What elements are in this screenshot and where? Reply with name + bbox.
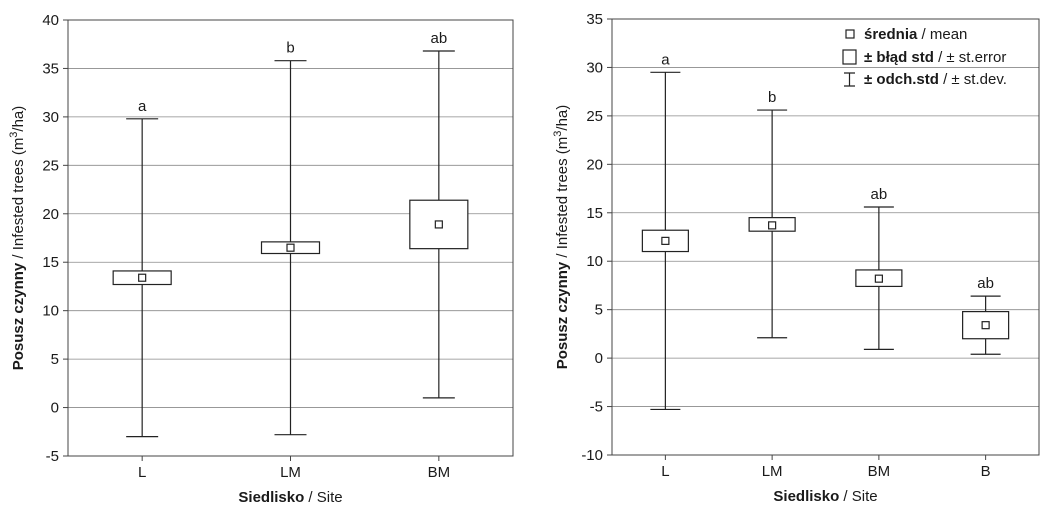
y-tick-label: 0 xyxy=(51,400,59,417)
y-tick-label: 15 xyxy=(42,254,59,271)
x-tick-label: L xyxy=(661,463,669,480)
y-tick-label: 15 xyxy=(586,205,603,222)
x-axis-title-right: Siedlisko / Site xyxy=(773,488,877,505)
legend-mean-text: średnia / mean xyxy=(864,26,967,43)
y-axis-title-sup: 3 xyxy=(8,132,20,138)
y-tick-label: 20 xyxy=(586,156,603,173)
mean-marker xyxy=(768,221,777,230)
significance-label: ab xyxy=(430,30,447,47)
y-axis-title-left: Posusz czynny / Infested trees (m3/ha) xyxy=(8,106,27,371)
y-axis-title-bold: Posusz czynny xyxy=(10,262,27,370)
significance-label: b xyxy=(286,40,294,57)
mean-marker xyxy=(874,274,883,283)
y-axis-title-sup: 3 xyxy=(552,131,564,137)
x-axis-title-bold: Siedlisko xyxy=(773,488,839,505)
legend: średnia / mean ± błąd std / ± st.error ±… xyxy=(842,26,1007,88)
y-tick-label: 30 xyxy=(586,59,603,76)
significance-label: a xyxy=(661,51,670,68)
y-ticks-right: -10 -5 0 5 10 15 20 25 30 35 xyxy=(581,11,612,464)
y-tick-label: -5 xyxy=(590,399,603,416)
y-tick-label: -10 xyxy=(581,447,603,464)
legend-sd-symbol xyxy=(844,72,855,87)
significance-label: b xyxy=(768,89,776,106)
significance-label: ab xyxy=(871,186,888,203)
significance-label: ab xyxy=(977,275,994,292)
x-ticks-right: L LM BM B xyxy=(661,455,991,480)
legend-se-symbol xyxy=(842,49,857,65)
y-tick-label: 35 xyxy=(42,60,59,77)
legend-item-se: ± błąd std / ± st.error xyxy=(842,49,1006,66)
legend-sd-text: ± odch.std / ± st.dev. xyxy=(864,71,1007,88)
y-tick-label: 20 xyxy=(42,206,59,223)
x-tick-label: B xyxy=(981,463,991,480)
y-tick-label: 10 xyxy=(586,253,603,270)
y-tick-label: 5 xyxy=(51,351,59,368)
legend-mean-symbol xyxy=(845,29,855,39)
x-tick-label: L xyxy=(138,464,146,481)
legend-mean-bold: średnia xyxy=(864,26,918,43)
legend-se-rest: / ± st.error xyxy=(934,49,1006,66)
mean-marker xyxy=(434,220,443,229)
y-tick-label: 30 xyxy=(42,109,59,126)
y-axis-title-end: /ha) xyxy=(554,105,571,131)
mean-marker xyxy=(661,236,670,245)
mean-marker xyxy=(286,243,295,252)
legend-item-mean: średnia / mean xyxy=(845,26,967,43)
x-tick-label: LM xyxy=(762,463,783,480)
grid-right xyxy=(612,67,1039,407)
legend-mean-rest: / mean xyxy=(917,26,967,43)
x-tick-label: LM xyxy=(280,464,301,481)
legend-se-text: ± błąd std / ± st.error xyxy=(864,49,1006,66)
y-axis-title-end: /ha) xyxy=(10,106,27,132)
legend-se-bold: ± błąd std xyxy=(864,49,934,66)
x-axis-title-rest: / Site xyxy=(304,489,342,506)
y-tick-label: 25 xyxy=(42,157,59,174)
x-tick-label: BM xyxy=(428,464,451,481)
legend-sd-bold: ± odch.std xyxy=(864,71,939,88)
mean-marker xyxy=(138,273,147,282)
y-tick-label: -5 xyxy=(46,448,59,465)
mean-marker xyxy=(981,321,990,330)
x-tick-label: BM xyxy=(868,463,891,480)
plot-frame-right xyxy=(611,18,1040,456)
y-tick-label: 10 xyxy=(42,303,59,320)
y-axis-title-rest: / Infested trees (m xyxy=(10,138,27,263)
y-axis-title-rest: / Infested trees (m xyxy=(554,137,571,262)
significance-label: a xyxy=(138,98,147,115)
x-axis-title-rest: / Site xyxy=(839,488,877,505)
x-axis-title-left: Siedlisko / Site xyxy=(238,489,342,506)
legend-sd-rest: / ± st.dev. xyxy=(939,71,1007,88)
y-axis-title-right: Posusz czynny / Infested trees (m3/ha) xyxy=(552,105,571,370)
y-tick-label: 40 xyxy=(42,12,59,29)
y-tick-label: 5 xyxy=(595,302,603,319)
legend-item-sd: ± odch.std / ± st.dev. xyxy=(844,71,1007,88)
x-axis-title-bold: Siedlisko xyxy=(238,489,304,506)
y-axis-title-bold: Posusz czynny xyxy=(554,261,571,369)
y-tick-label: 0 xyxy=(595,350,603,367)
x-ticks-left: L LM BM xyxy=(138,456,450,481)
y-tick-label: 25 xyxy=(586,108,603,125)
y-ticks-left: -5 0 5 10 15 20 25 30 35 40 xyxy=(42,12,68,465)
y-tick-label: 35 xyxy=(586,11,603,28)
